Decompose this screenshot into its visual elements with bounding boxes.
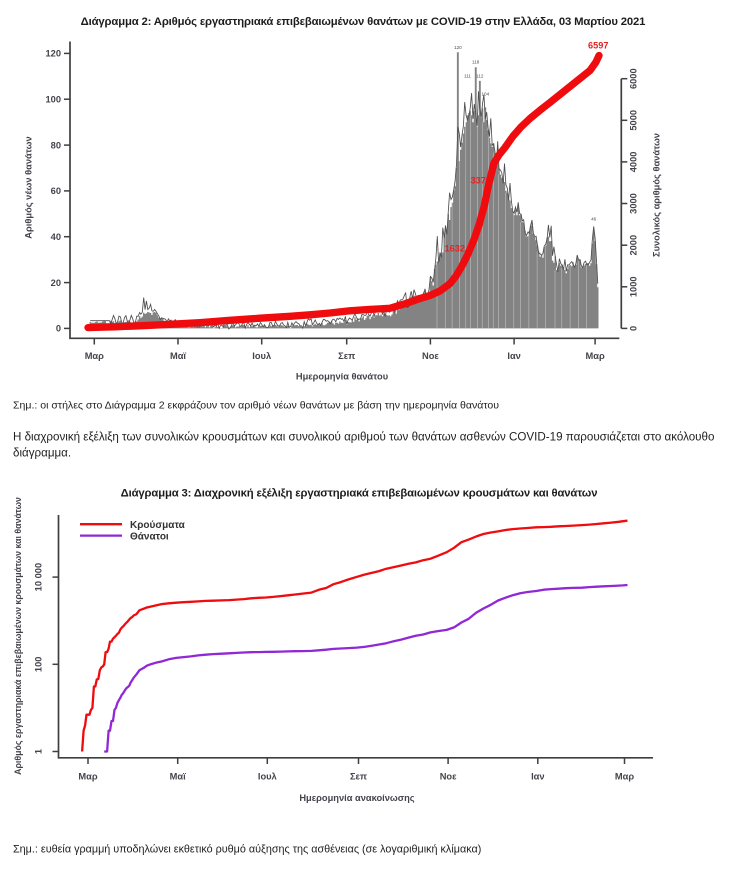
svg-text:Νοε: Νοε — [440, 772, 457, 782]
svg-text:60: 60 — [51, 186, 61, 196]
svg-text:Αριθμός εργαστηριακά επιβεβαιω: Αριθμός εργαστηριακά επιβεβαιωμένων κρου… — [13, 497, 23, 775]
svg-text:111: 111 — [464, 73, 471, 78]
svg-text:100: 100 — [45, 95, 61, 105]
svg-text:Μαρ: Μαρ — [585, 351, 604, 361]
svg-text:Κρούσματα: Κρούσματα — [130, 520, 186, 531]
svg-text:120: 120 — [454, 45, 462, 50]
svg-text:118: 118 — [472, 60, 480, 65]
svg-text:Ημερομηνία ανακοίνωσης: Ημερομηνία ανακοίνωσης — [299, 793, 414, 803]
svg-text:Θάνατοι: Θάνατοι — [130, 531, 169, 542]
svg-text:Διάγραμμα 3: Διαχρονική εξέλιξ: Διάγραμμα 3: Διαχρονική εξέλιξη εργαστηρ… — [121, 488, 598, 500]
svg-text:3370: 3370 — [471, 176, 491, 186]
svg-text:Νοε: Νοε — [422, 351, 439, 361]
svg-text:3000: 3000 — [629, 193, 639, 214]
svg-text:1: 1 — [34, 749, 44, 754]
svg-text:0: 0 — [629, 326, 639, 331]
svg-text:Μαϊ: Μαϊ — [170, 772, 186, 782]
svg-text:Ημερομηνία θανάτου: Ημερομηνία θανάτου — [296, 372, 389, 382]
svg-text:2000: 2000 — [629, 235, 639, 256]
svg-text:100: 100 — [34, 657, 44, 673]
svg-text:Ιουλ: Ιουλ — [258, 772, 278, 782]
svg-text:Συνολικός αριθμός θανάτων: Συνολικός αριθμός θανάτων — [652, 133, 662, 257]
svg-text:6000: 6000 — [629, 68, 639, 89]
svg-text:Μαρ: Μαρ — [85, 351, 104, 361]
svg-text:1000: 1000 — [629, 276, 639, 297]
svg-text:Ιουλ: Ιουλ — [252, 351, 272, 361]
svg-text:Ιαν: Ιαν — [531, 772, 544, 782]
svg-text:Σημ.: οι στήλες στο Διάγραμμα: Σημ.: οι στήλες στο Διάγραμμα 2 εκφράζου… — [13, 400, 499, 412]
svg-text:0: 0 — [56, 324, 61, 334]
svg-text:1632: 1632 — [445, 244, 465, 254]
svg-text:80: 80 — [51, 140, 61, 150]
svg-text:10 000: 10 000 — [34, 563, 44, 591]
svg-text:104: 104 — [481, 92, 489, 97]
svg-text:20: 20 — [51, 278, 61, 288]
svg-text:4000: 4000 — [629, 152, 639, 173]
svg-text:Διάγραμμα 2: Αριθμός εργαστηρι: Διάγραμμα 2: Αριθμός εργαστηριακά επιβεβ… — [81, 16, 646, 28]
svg-text:Μαρ: Μαρ — [615, 772, 634, 782]
svg-text:Σεπ: Σεπ — [350, 772, 367, 782]
svg-text:Μαρ: Μαρ — [78, 772, 97, 782]
svg-text:6597: 6597 — [588, 41, 608, 51]
svg-text:διάγραμμα.: διάγραμμα. — [13, 447, 71, 460]
svg-text:112: 112 — [476, 73, 484, 78]
svg-text:Μαϊ: Μαϊ — [170, 351, 186, 361]
svg-text:Η διαχρονική εξέλιξη των συνολ: Η διαχρονική εξέλιξη των συνολικών κρουσ… — [13, 431, 714, 444]
svg-text:Σεπ: Σεπ — [338, 351, 355, 361]
svg-text:Ιαν: Ιαν — [507, 351, 520, 361]
svg-text:46: 46 — [591, 217, 597, 222]
svg-text:40: 40 — [51, 232, 61, 242]
svg-text:Σημ.: ευθεία γραμμή υποδηλώνει: Σημ.: ευθεία γραμμή υποδηλώνει εκθετικό … — [13, 844, 481, 856]
svg-text:5000: 5000 — [629, 110, 639, 131]
svg-text:Αριθμός νέων θανάτων: Αριθμός νέων θανάτων — [24, 136, 34, 238]
svg-text:120: 120 — [45, 49, 61, 59]
